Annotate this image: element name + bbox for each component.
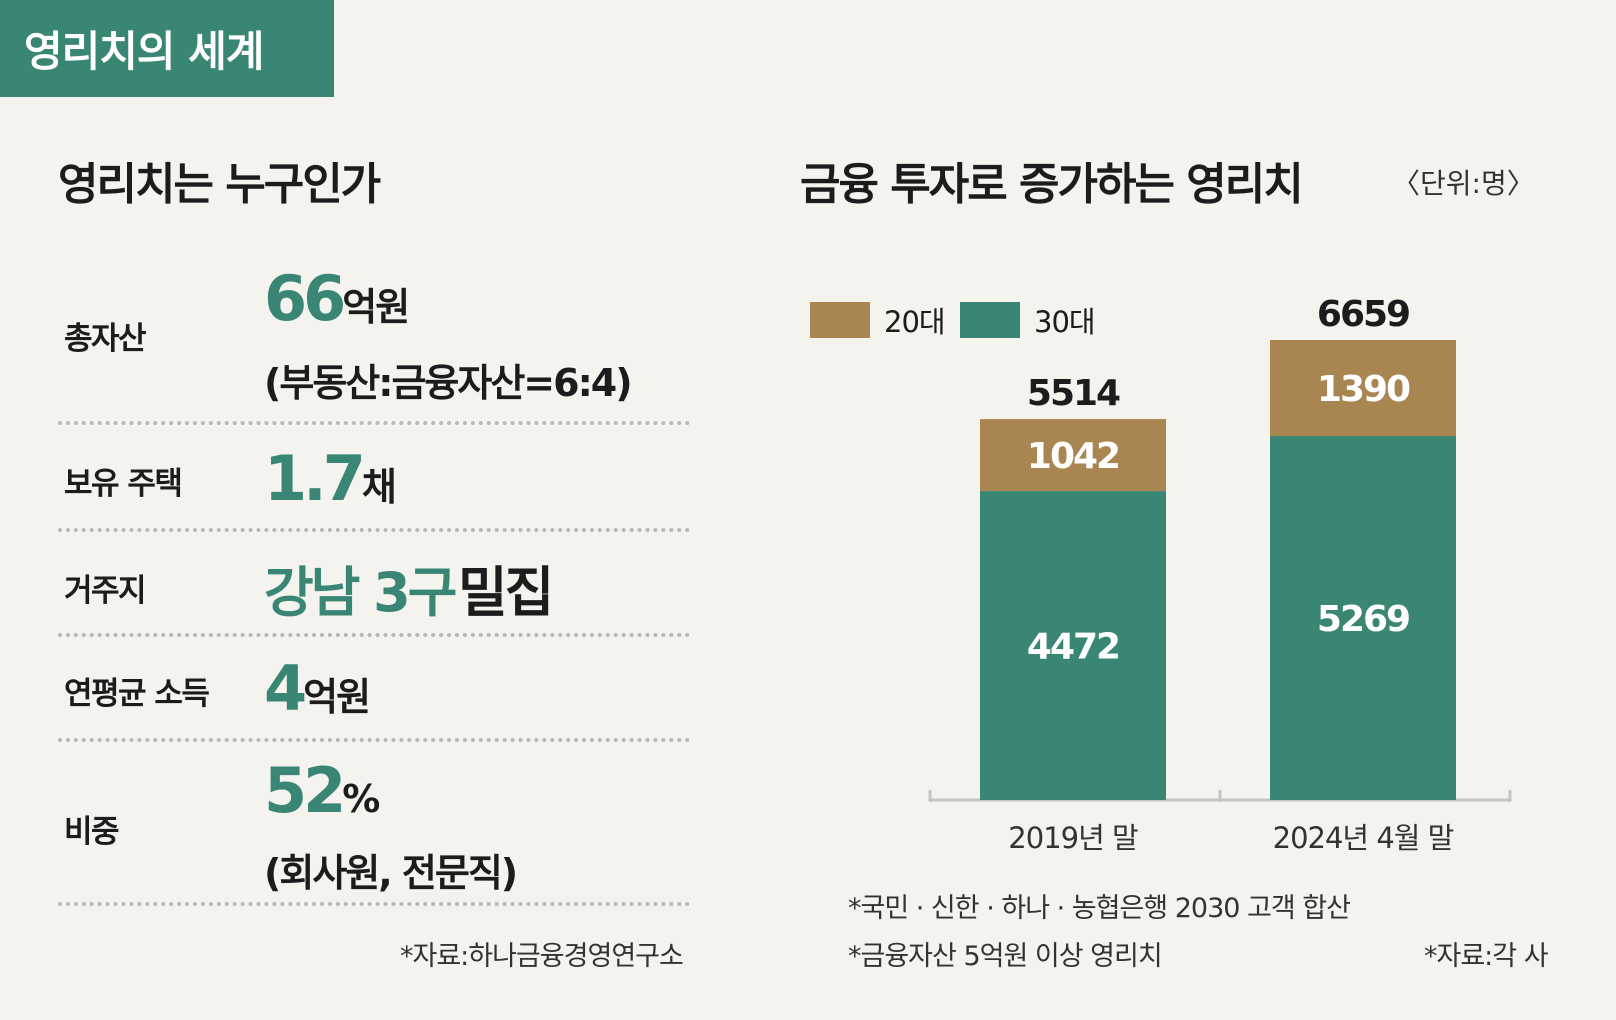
- chart-note-1: *국민 · 신한 · 하나 · 농협은행 2030 고객 합산: [848, 893, 1351, 924]
- row-value-houses: 1.7채: [264, 442, 397, 515]
- houses-unit: 채: [361, 465, 397, 509]
- row-value-residence: 강남 3구 밀집: [264, 548, 554, 627]
- share-occupations: (회사원, 전문직): [264, 851, 518, 895]
- row-value-share: 52%: [264, 754, 380, 827]
- row-label-income: 연평균 소득: [64, 676, 210, 712]
- houses-number: 1.7: [264, 442, 366, 515]
- row-value-assets: 66억원: [264, 262, 410, 335]
- share-unit: %: [342, 777, 380, 821]
- bar-value-label: 1042: [1027, 436, 1119, 477]
- legend-label: 20대: [884, 305, 945, 339]
- chart-source: *자료:각 사: [1424, 941, 1549, 972]
- chart-note-2: *금융자산 5억원 이상 영리치: [848, 941, 1163, 972]
- income-unit: 억원: [303, 675, 371, 719]
- row-value-income: 4억원: [264, 652, 371, 725]
- assets-number: 66: [264, 262, 346, 335]
- share-number: 52: [264, 754, 346, 827]
- divider: [58, 902, 690, 906]
- bar-total-label: 5514: [1027, 373, 1120, 414]
- assets-unit: 억원: [342, 285, 410, 329]
- divider: [58, 738, 690, 742]
- chart-unit: 〈단위:명〉: [1392, 167, 1535, 200]
- bar-total-label: 6659: [1317, 294, 1409, 335]
- x-tick-label: 2024년 4월 말: [1273, 821, 1454, 855]
- stacked-bar-chart: 20대 30대 4472 1042 5514 2019년 말 5269 1390 6659 202…: [810, 294, 1512, 855]
- residence-area: 강남 3구: [264, 561, 457, 624]
- row-label-residence: 거주지: [64, 573, 147, 609]
- bar-value-label: 5269: [1317, 599, 1409, 640]
- bar-value-label: 1390: [1317, 369, 1410, 410]
- row-label-houses: 보유 주택: [64, 466, 183, 502]
- assets-breakdown: (부동산:금융자산=6:4): [264, 361, 633, 405]
- residence-density: 밀집: [458, 561, 554, 624]
- legend-swatch: [960, 302, 1020, 338]
- left-title: 영리치는 누구인가: [58, 159, 381, 210]
- chart-title: 금융 투자로 증가하는 영리치: [800, 159, 1304, 210]
- divider: [58, 528, 690, 532]
- left-source: *자료:하나금융경영연구소: [400, 941, 684, 972]
- bar-value-label: 4472: [1027, 627, 1119, 668]
- bar-segment: [1270, 340, 1456, 437]
- divider: [58, 633, 690, 637]
- row-label-share: 비중: [64, 814, 120, 850]
- income-number: 4: [264, 652, 307, 725]
- bar-segment: [1270, 436, 1456, 800]
- legend-label: 30대: [1034, 305, 1095, 339]
- bar-segment: [980, 419, 1166, 492]
- legend-swatch: [810, 302, 870, 338]
- section-tag: 영리치의 세계: [0, 0, 334, 97]
- x-tick-label: 2019년 말: [1008, 821, 1138, 855]
- bar-segment: [980, 491, 1166, 800]
- row-label-assets: 총자산: [64, 321, 147, 357]
- divider: [58, 421, 690, 425]
